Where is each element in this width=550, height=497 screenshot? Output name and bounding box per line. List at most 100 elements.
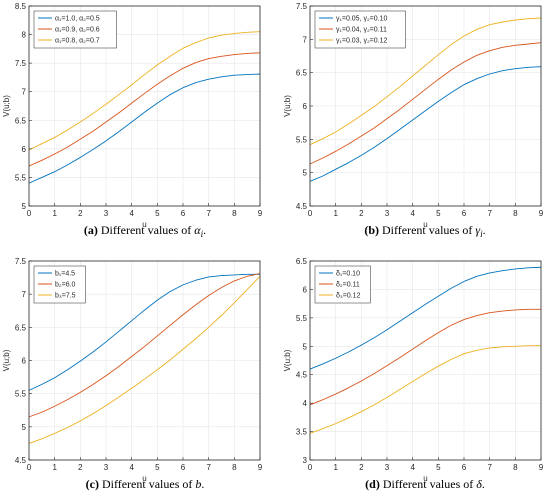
chart-panel-2: 0 1 2 3 4 5 6 7 8 9 4.5 5 5.5 6 6.5 7 7.5 u V(u;b) b₁=4.5 b₂…	[2, 257, 263, 491]
x-tick-label: 8	[232, 209, 237, 218]
y-tick-label: 4.5	[15, 456, 27, 465]
x-tick-label: 0	[308, 209, 313, 218]
x-tick-label: 1	[52, 209, 57, 218]
y-tick-label: 7.5	[296, 2, 308, 11]
x-tick-label: 8	[513, 463, 518, 472]
y-tick-label: 7	[303, 35, 308, 44]
x-tick-label: 8	[232, 463, 237, 472]
caption-text: Different values of	[102, 477, 195, 491]
y-tick-label: 8.5	[15, 2, 27, 11]
x-tick-label: 2	[78, 209, 83, 218]
caption-text: Different values of	[101, 223, 194, 237]
y-tick-label: 5	[22, 202, 27, 211]
y-tick-label: 4.5	[296, 202, 308, 211]
y-tick-label: 5.5	[296, 314, 308, 323]
plot-frame	[309, 260, 542, 461]
legend-label-2: α₁=0.8, α₂=0.7	[55, 38, 100, 45]
series-line-1	[28, 52, 261, 167]
y-tick-label: 6	[303, 102, 308, 111]
x-tick-label: 9	[258, 209, 263, 218]
x-axis-label: u	[142, 474, 146, 483]
legend: b₁=4.5 b₂=6.0 b₃=7.5	[33, 265, 86, 304]
y-tick-label: 4.5	[296, 371, 308, 380]
legend-label-0: b₁=4.5	[55, 271, 75, 278]
y-tick-label: 5.5	[296, 135, 308, 144]
caption-symbol: α	[194, 223, 201, 237]
x-tick-label: 1	[333, 209, 338, 218]
series-line-2	[309, 17, 542, 146]
legend-label-2: b₃=7.5	[55, 293, 76, 300]
x-tick-label: 2	[359, 209, 364, 218]
y-tick-label: 4	[303, 399, 308, 408]
legend-label-1: α₁=0.9, α₂=0.6	[55, 27, 100, 34]
caption-letter: (c)	[86, 477, 99, 491]
panel-caption: (a) Different values of αi.	[84, 223, 206, 239]
x-tick-label: 7	[206, 463, 211, 472]
x-tick-label: 5	[436, 209, 441, 218]
x-tick-label: 0	[308, 463, 313, 472]
y-tick-label: 8	[22, 31, 27, 40]
x-tick-label: 1	[333, 463, 338, 472]
x-axis-label: u	[423, 474, 427, 483]
x-tick-label: 9	[539, 463, 544, 472]
y-tick-label: 7	[22, 88, 27, 97]
caption-end: .	[482, 477, 485, 491]
caption-symbol: b	[195, 477, 201, 491]
caption-text: Different values of	[383, 477, 476, 491]
legend: δ₁=0.10 δ₂=0.11 δ₃=0.12	[314, 265, 371, 304]
x-tick-label: 8	[513, 209, 518, 218]
x-tick-label: 2	[78, 463, 83, 472]
x-tick-label: 9	[539, 209, 544, 218]
plot-frame	[28, 5, 261, 207]
x-tick-label: 3	[104, 463, 109, 472]
series-line-1	[309, 42, 542, 165]
caption-letter: (a)	[84, 223, 98, 237]
x-tick-label: 6	[462, 463, 467, 472]
y-tick-label: 5	[303, 342, 308, 351]
y-tick-label: 5	[22, 423, 27, 432]
x-tick-label: 9	[258, 463, 263, 472]
panel-caption: (b) Different values of γi.	[364, 223, 485, 239]
y-tick-label: 3.5	[296, 428, 308, 437]
series-line-2	[28, 31, 261, 151]
legend-label-1: γ₁=0.04, γ₂=0.11	[336, 27, 387, 34]
series-line-0	[309, 266, 542, 370]
caption-symbol: γ	[475, 223, 480, 237]
y-tick-label: 7.5	[15, 257, 27, 266]
legend-label-0: γ₁=0.05, γ₂=0.10	[336, 16, 387, 23]
y-axis-label: V(u;b)	[283, 349, 292, 371]
y-tick-label: 6.5	[296, 69, 308, 78]
y-axis-label: V(u;b)	[2, 349, 11, 371]
caption-end: .	[201, 477, 204, 491]
y-tick-label: 6	[22, 145, 27, 154]
series-line-2	[28, 275, 261, 444]
y-tick-label: 5.5	[15, 390, 27, 399]
y-axis-label: V(u;b)	[283, 95, 292, 117]
caption-text: Different values of	[382, 223, 475, 237]
legend: α₁=1.0, α₂=0.5 α₁=0.9, α₂=0.6 α₁=0.8, α₂=0…	[33, 10, 117, 49]
x-tick-label: 3	[385, 209, 390, 218]
legend-label-2: γ₁=0.03, γ₂=0.12	[336, 38, 387, 45]
x-tick-label: 3	[104, 209, 109, 218]
x-tick-label: 0	[27, 209, 32, 218]
legend: γ₁=0.05, γ₂=0.10 γ₁=0.04, γ₂=0.11 γ₁=0.03,…	[314, 10, 406, 49]
y-axis-label: V(u;b)	[2, 95, 11, 117]
x-tick-label: 6	[181, 463, 186, 472]
chart-panel-0: 0 1 2 3 4 5 6 7 8 9 5 5.5 6 6.5 7 7.5 8 8.5 u V(u;b) α₁=1.0,…	[2, 2, 263, 239]
x-tick-label: 2	[359, 463, 364, 472]
y-tick-label: 6.5	[296, 257, 308, 266]
x-tick-label: 4	[129, 209, 134, 218]
series-line-0	[28, 73, 261, 184]
panel-caption: (c) Different values of b.	[86, 477, 205, 491]
x-tick-label: 7	[206, 209, 211, 218]
caption-letter: (d)	[365, 477, 380, 491]
x-tick-label: 6	[462, 209, 467, 218]
caption-subscript: i	[201, 229, 204, 239]
legend-label-2: δ₃=0.12	[336, 293, 361, 300]
y-tick-label: 7.5	[15, 59, 27, 68]
legend-label-1: δ₂=0.11	[336, 282, 360, 289]
y-tick-label: 6.5	[15, 323, 27, 332]
y-tick-label: 5	[303, 169, 308, 178]
x-tick-label: 4	[410, 209, 415, 218]
